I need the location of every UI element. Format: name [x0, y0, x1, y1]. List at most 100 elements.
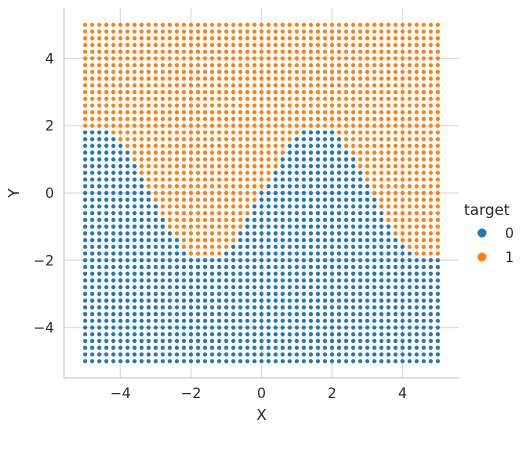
data-point-target-1 [358, 130, 363, 135]
data-point-target-1 [118, 22, 123, 27]
data-point-target-1 [188, 130, 194, 135]
data-point-target-0 [280, 352, 285, 357]
data-point-target-1 [217, 83, 222, 88]
data-point-target-1 [181, 69, 187, 75]
data-point-target-0 [435, 338, 440, 344]
data-point-target-1 [238, 123, 243, 128]
data-point-target-0 [414, 258, 419, 263]
data-point-target-1 [400, 237, 405, 243]
legend-label: 1 [505, 250, 514, 266]
data-point-target-0 [153, 291, 158, 297]
data-point-target-1 [167, 123, 172, 128]
data-point-target-0 [266, 231, 271, 236]
data-point-target-1 [167, 110, 172, 115]
data-point-target-0 [252, 271, 257, 276]
data-point-target-0 [238, 251, 243, 256]
data-point-target-1 [125, 49, 130, 54]
data-point-target-0 [202, 271, 208, 276]
data-point-target-1 [393, 231, 398, 236]
data-point-target-1 [358, 29, 363, 34]
data-point-target-0 [301, 177, 306, 182]
data-point-target-0 [167, 298, 172, 303]
data-point-target-1 [379, 76, 384, 81]
data-point-target-0 [315, 237, 321, 243]
data-point-target-1 [421, 42, 426, 48]
data-point-target-0 [97, 251, 102, 256]
data-point-target-1 [118, 83, 123, 88]
data-point-target-0 [210, 338, 215, 344]
data-point-target-0 [125, 170, 130, 175]
data-point-target-0 [315, 251, 321, 256]
data-point-target-0 [435, 325, 440, 330]
data-point-target-0 [344, 264, 349, 270]
data-point-target-0 [132, 184, 137, 189]
data-point-target-0 [202, 291, 208, 297]
data-point-target-0 [372, 211, 377, 216]
data-point-target-1 [315, 22, 321, 27]
data-point-target-0 [146, 258, 151, 263]
data-point-target-0 [160, 318, 165, 323]
data-point-target-0 [90, 150, 95, 155]
data-point-target-1 [421, 69, 426, 75]
data-point-target-0 [104, 305, 109, 310]
data-point-target-0 [344, 211, 349, 216]
data-point-target-0 [379, 211, 384, 216]
data-point-target-0 [308, 305, 313, 310]
data-point-target-0 [231, 352, 236, 357]
data-point-target-1 [202, 211, 208, 216]
data-point-target-0 [111, 271, 116, 276]
data-point-target-1 [280, 42, 285, 48]
data-point-target-0 [125, 271, 130, 276]
data-point-target-0 [97, 352, 102, 357]
data-point-target-0 [322, 150, 328, 155]
data-point-target-0 [167, 352, 172, 357]
data-point-target-0 [146, 224, 151, 229]
data-point-target-1 [90, 36, 95, 41]
data-point-target-1 [146, 184, 151, 189]
data-point-target-1 [386, 163, 391, 169]
data-point-target-1 [167, 130, 172, 135]
data-point-target-1 [217, 177, 222, 182]
data-point-target-1 [188, 244, 194, 249]
data-point-target-1 [238, 177, 243, 182]
data-point-target-0 [160, 291, 165, 297]
data-point-target-1 [287, 63, 292, 68]
data-point-target-1 [188, 150, 194, 155]
data-point-target-0 [83, 278, 88, 283]
data-point-target-0 [97, 157, 102, 162]
data-point-target-1 [393, 116, 398, 122]
data-point-target-1 [231, 110, 236, 115]
data-point-target-1 [365, 69, 370, 75]
data-point-target-0 [287, 278, 292, 283]
data-point-target-0 [97, 224, 102, 229]
data-point-target-0 [174, 345, 179, 350]
data-point-target-1 [111, 116, 116, 122]
data-point-target-1 [125, 143, 130, 149]
data-point-target-0 [266, 271, 271, 276]
data-point-target-0 [174, 271, 179, 276]
data-point-target-1 [372, 116, 377, 122]
data-point-target-0 [252, 345, 257, 350]
data-point-target-1 [414, 251, 419, 256]
data-point-target-1 [125, 123, 130, 128]
data-point-target-0 [428, 325, 433, 330]
data-point-target-1 [294, 42, 299, 48]
data-point-target-0 [252, 217, 257, 223]
data-point-target-1 [329, 29, 335, 34]
data-point-target-0 [336, 264, 342, 270]
data-point-target-1 [266, 103, 271, 108]
data-point-target-1 [358, 22, 363, 27]
data-point-target-0 [104, 237, 109, 243]
data-point-target-0 [118, 291, 123, 297]
data-point-target-1 [407, 184, 412, 189]
data-point-target-0 [111, 291, 116, 297]
data-point-target-0 [167, 271, 172, 276]
data-point-target-1 [421, 197, 426, 202]
data-point-target-1 [280, 29, 285, 34]
data-point-target-0 [358, 305, 363, 310]
data-point-target-1 [365, 76, 370, 81]
data-point-target-1 [132, 49, 137, 54]
data-point-target-1 [386, 89, 391, 95]
x-tick-label: 4 [398, 386, 407, 402]
data-point-target-0 [104, 150, 109, 155]
